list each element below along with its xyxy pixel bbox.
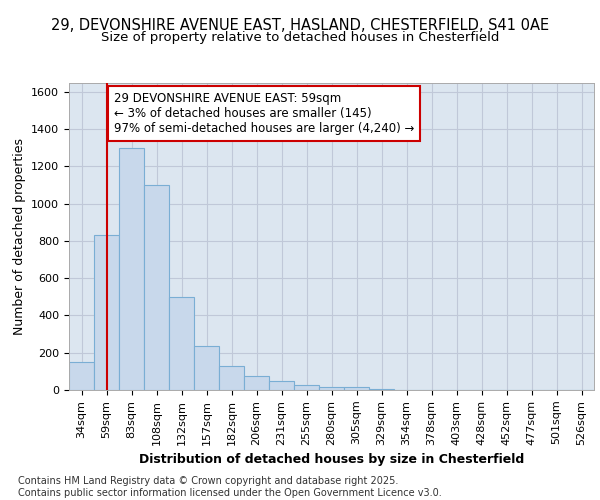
Bar: [344, 387, 369, 390]
Text: Contains HM Land Registry data © Crown copyright and database right 2025.
Contai: Contains HM Land Registry data © Crown c…: [18, 476, 442, 498]
Text: Size of property relative to detached houses in Chesterfield: Size of property relative to detached ho…: [101, 31, 499, 44]
Text: 29, DEVONSHIRE AVENUE EAST, HASLAND, CHESTERFIELD, S41 0AE: 29, DEVONSHIRE AVENUE EAST, HASLAND, CHE…: [51, 18, 549, 32]
Text: 29 DEVONSHIRE AVENUE EAST: 59sqm
← 3% of detached houses are smaller (145)
97% o: 29 DEVONSHIRE AVENUE EAST: 59sqm ← 3% of…: [114, 92, 415, 134]
Y-axis label: Number of detached properties: Number of detached properties: [13, 138, 26, 335]
Bar: [144, 185, 169, 390]
Bar: [369, 389, 394, 390]
Bar: [294, 386, 319, 390]
Bar: [269, 380, 294, 390]
Bar: [169, 297, 194, 390]
Bar: [119, 148, 144, 390]
Bar: [319, 387, 344, 390]
X-axis label: Distribution of detached houses by size in Chesterfield: Distribution of detached houses by size …: [139, 453, 524, 466]
Bar: [194, 346, 219, 390]
Bar: [69, 362, 94, 390]
Bar: [219, 366, 244, 390]
Bar: [94, 236, 119, 390]
Bar: [244, 376, 269, 390]
